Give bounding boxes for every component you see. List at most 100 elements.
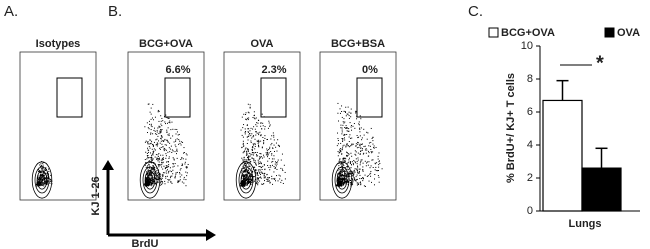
event-dot bbox=[350, 108, 352, 110]
event-dot bbox=[348, 173, 350, 175]
event-dot bbox=[375, 170, 377, 172]
event-dot bbox=[241, 134, 243, 136]
event-dot bbox=[50, 174, 52, 176]
event-dot bbox=[339, 173, 341, 175]
event-dot bbox=[274, 167, 276, 169]
event-dot bbox=[276, 168, 278, 170]
event-dot bbox=[347, 181, 349, 183]
event-dot bbox=[42, 179, 44, 181]
event-dot bbox=[242, 136, 244, 138]
event-dot bbox=[341, 165, 343, 167]
event-dot bbox=[270, 144, 272, 146]
event-dot bbox=[250, 167, 252, 169]
event-dot bbox=[357, 159, 359, 161]
event-dot bbox=[337, 169, 339, 171]
event-dot bbox=[176, 171, 178, 173]
event-dot bbox=[273, 136, 275, 138]
event-dot bbox=[157, 171, 159, 173]
event-dot bbox=[341, 169, 343, 171]
event-dot bbox=[245, 179, 247, 181]
event-dot bbox=[149, 111, 151, 113]
event-dot bbox=[150, 125, 152, 127]
event-dot bbox=[259, 156, 261, 158]
event-dot bbox=[149, 139, 151, 141]
event-dot bbox=[45, 167, 47, 169]
event-dot bbox=[169, 142, 171, 144]
event-dot bbox=[182, 158, 184, 160]
event-dot bbox=[165, 177, 167, 179]
event-dot bbox=[179, 179, 181, 181]
event-dot bbox=[353, 175, 355, 177]
event-dot bbox=[166, 161, 168, 163]
y-tick-label: 6 bbox=[527, 106, 533, 118]
event-dot bbox=[277, 139, 279, 141]
event-dot bbox=[186, 166, 188, 168]
event-dot bbox=[271, 175, 273, 177]
event-dot bbox=[39, 180, 41, 182]
contour bbox=[142, 166, 158, 194]
event-dot bbox=[340, 173, 342, 175]
event-dot bbox=[183, 152, 185, 154]
event-dot bbox=[254, 148, 256, 150]
event-dot bbox=[156, 144, 158, 146]
event-dot bbox=[41, 173, 43, 175]
event-dot bbox=[148, 161, 150, 163]
event-dot bbox=[170, 175, 172, 177]
event-dot bbox=[39, 166, 41, 168]
event-dot bbox=[241, 183, 243, 185]
event-dot bbox=[244, 148, 246, 150]
event-dot bbox=[346, 143, 348, 145]
event-dot bbox=[246, 156, 248, 158]
event-dot bbox=[365, 148, 367, 150]
event-dot bbox=[179, 169, 181, 171]
event-dot bbox=[252, 117, 254, 119]
event-dot bbox=[341, 175, 343, 177]
event-dot bbox=[245, 154, 247, 156]
event-dot bbox=[355, 112, 357, 114]
event-dot bbox=[340, 142, 342, 144]
event-dot bbox=[348, 141, 350, 143]
event-dot bbox=[183, 178, 185, 180]
event-dot bbox=[341, 153, 343, 155]
event-dot bbox=[258, 120, 260, 122]
event-dot bbox=[159, 164, 161, 166]
event-dot bbox=[341, 133, 343, 135]
event-dot bbox=[42, 164, 44, 166]
event-dot bbox=[251, 178, 253, 180]
event-dot bbox=[151, 117, 153, 119]
event-dot bbox=[341, 183, 343, 185]
event-dot bbox=[170, 181, 172, 183]
event-dot bbox=[43, 161, 45, 163]
event-dot bbox=[258, 134, 260, 136]
event-dot bbox=[267, 154, 269, 156]
event-dot bbox=[153, 176, 155, 178]
event-dot bbox=[337, 132, 339, 134]
event-dot bbox=[252, 176, 254, 178]
event-dot bbox=[356, 118, 358, 120]
event-dot bbox=[150, 132, 152, 134]
event-dot bbox=[245, 178, 247, 180]
event-dot bbox=[248, 164, 250, 166]
event-dot bbox=[174, 151, 176, 153]
event-dot bbox=[151, 157, 153, 159]
event-dot bbox=[262, 125, 264, 127]
event-dot bbox=[157, 127, 159, 129]
event-dot bbox=[249, 155, 251, 157]
event-dot bbox=[246, 153, 248, 155]
event-dot bbox=[163, 165, 165, 167]
event-dot bbox=[253, 152, 255, 154]
event-dot bbox=[342, 138, 344, 140]
event-dot bbox=[362, 166, 364, 168]
event-dot bbox=[148, 151, 150, 153]
event-dot bbox=[150, 179, 152, 181]
event-dot bbox=[42, 175, 44, 177]
event-dot bbox=[354, 180, 356, 182]
event-dot bbox=[253, 135, 255, 137]
event-dot bbox=[186, 167, 188, 169]
event-dot bbox=[150, 169, 152, 171]
event-dot bbox=[42, 181, 44, 183]
event-dot bbox=[241, 116, 243, 118]
event-dot bbox=[373, 184, 375, 186]
event-dot bbox=[169, 170, 171, 172]
event-dot bbox=[349, 173, 351, 175]
